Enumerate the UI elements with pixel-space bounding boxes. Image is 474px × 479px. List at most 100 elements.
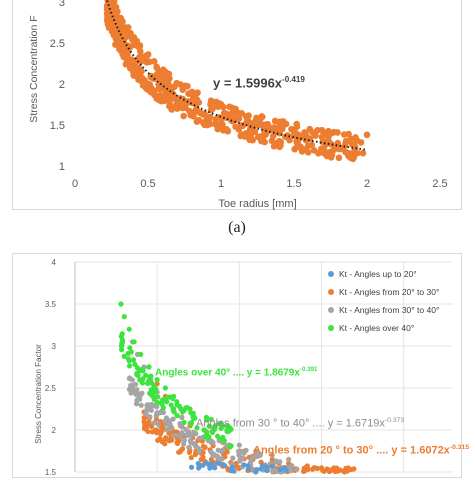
data-point <box>155 437 161 444</box>
data-point <box>277 459 283 465</box>
data-point <box>187 406 193 412</box>
data-point <box>359 149 367 157</box>
data-point <box>125 350 131 357</box>
data-point <box>301 146 309 153</box>
data-point <box>349 141 356 148</box>
data-point <box>209 105 216 113</box>
data-point <box>306 125 314 133</box>
data-point <box>242 132 249 139</box>
y-axis-label: Stress Concentration F <box>28 15 40 122</box>
data-point <box>282 133 289 141</box>
data-point <box>125 356 131 362</box>
data-point <box>171 393 177 399</box>
data-point <box>212 465 218 471</box>
data-point <box>118 301 124 307</box>
data-point <box>239 122 246 130</box>
data-point <box>151 396 157 402</box>
data-point <box>221 438 227 444</box>
data-point <box>162 441 168 447</box>
data-point <box>201 110 208 117</box>
data-point <box>138 402 144 408</box>
x-tick-label: 2 <box>364 178 370 190</box>
data-point <box>143 58 150 66</box>
data-point <box>186 444 193 450</box>
data-point <box>200 443 207 450</box>
data-point <box>319 138 327 145</box>
data-point <box>114 8 121 15</box>
data-point <box>170 432 176 439</box>
data-point <box>334 129 341 136</box>
data-point <box>165 70 173 78</box>
data-point <box>320 130 327 138</box>
data-point <box>318 465 325 471</box>
data-point <box>204 460 210 466</box>
data-point <box>259 121 267 129</box>
data-point <box>174 402 180 408</box>
data-point <box>293 143 301 150</box>
annotation-30-40-exp: -0.373 <box>384 417 405 424</box>
data-point <box>235 115 243 123</box>
y-tick-label: 1.5 <box>45 468 57 477</box>
data-point <box>209 99 217 106</box>
data-point <box>196 448 202 454</box>
data-point <box>133 391 139 397</box>
data-point <box>168 402 174 408</box>
data-point <box>214 453 220 459</box>
data-point <box>163 86 171 94</box>
data-point <box>288 468 294 474</box>
data-point <box>132 381 139 387</box>
data-point <box>147 374 153 380</box>
y-tick-label: 1.5 <box>50 120 65 132</box>
data-point <box>243 447 249 453</box>
data-point <box>201 427 207 433</box>
data-point <box>325 138 333 146</box>
data-point <box>236 442 242 448</box>
data-point <box>180 112 187 120</box>
data-point <box>169 437 175 443</box>
data-point <box>121 314 127 320</box>
data-point <box>326 149 333 156</box>
y-tick-label: 3 <box>59 0 65 9</box>
data-point <box>164 427 170 433</box>
data-point <box>198 456 204 463</box>
data-point <box>277 466 284 473</box>
data-point <box>225 423 231 429</box>
data-point <box>138 391 144 398</box>
data-point <box>246 125 254 133</box>
data-point <box>164 399 170 405</box>
data-point <box>164 394 170 401</box>
data-point <box>236 452 242 458</box>
data-point <box>146 364 152 370</box>
data-point <box>312 132 319 139</box>
data-point <box>162 385 168 391</box>
data-point <box>169 91 177 98</box>
y-tick-label: 2 <box>52 426 57 435</box>
data-point <box>345 130 352 138</box>
data-point <box>179 85 186 93</box>
data-point <box>333 467 339 474</box>
data-point <box>302 465 308 471</box>
data-point <box>153 386 159 393</box>
data-point <box>237 456 243 462</box>
data-point <box>147 414 153 420</box>
data-point <box>138 351 144 357</box>
x-tick-label: 0 <box>72 178 78 190</box>
y-axis-label: Stress Concentration Factor <box>34 344 43 444</box>
chart-a-svg: 1 1.5 2 2.5 3 0 0.5 1 1.5 2 2.5 Toe radius [mm] Stre… <box>28 0 448 210</box>
legend-label: Kt - Angles up to 20° <box>339 269 417 279</box>
legend-label: Kt - Angles from 30° to 40° <box>339 305 439 315</box>
data-point <box>268 137 276 145</box>
data-point <box>195 461 201 467</box>
data-point <box>253 448 259 454</box>
data-point <box>293 120 301 128</box>
data-point <box>159 97 166 104</box>
data-point <box>171 409 177 415</box>
data-point <box>149 429 155 435</box>
data-point <box>170 416 176 422</box>
legend-marker <box>328 325 334 331</box>
chart-b-svg: 1.5 2 2.5 3 3.5 4 Stress Concentration Factor K… <box>34 258 453 477</box>
data-point <box>136 42 144 49</box>
data-point <box>193 96 201 104</box>
data-point <box>279 118 287 125</box>
trendline-equation: y = 1.5996x-0.419 <box>213 75 305 90</box>
